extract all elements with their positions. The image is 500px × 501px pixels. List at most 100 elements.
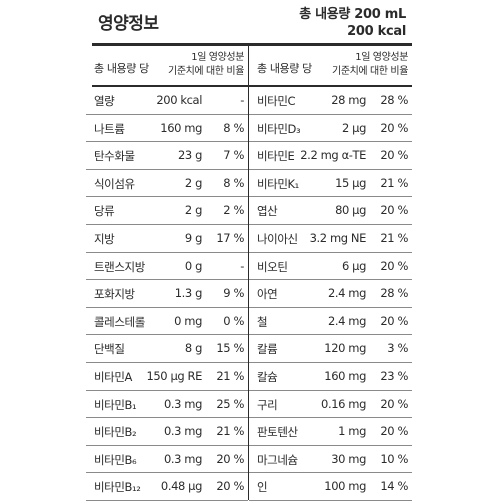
nutrient-amount: 1.3 g: [174, 286, 203, 301]
nutrient-daily-value: 20 %: [380, 424, 408, 439]
nutrient-row: 엽산 80 μg 20 %: [249, 197, 412, 225]
nutrient-daily-value: 8 %: [223, 175, 244, 190]
total-volume: 총 내용량 200 mL: [299, 7, 406, 22]
nutrient-amount: 0.3 mg: [163, 396, 202, 411]
nutrient-daily-value: 15 %: [216, 341, 244, 356]
nutrient-daily-value: 20 %: [380, 396, 408, 411]
header-rule: [92, 85, 412, 87]
nutrient-row: 비타민B₂ 0.3 mg 21 %: [86, 418, 248, 446]
nutrient-name: 엽산: [257, 204, 278, 219]
nutrient-row: 철 2.4 mg 20 %: [249, 308, 412, 336]
nutrient-amount: 1 mg: [338, 424, 366, 439]
nutrient-amount: 2 μg: [342, 120, 366, 135]
left-column-header: 총 내용량 당 1일 영양성분 기준치에 대한 비율: [86, 46, 248, 86]
nutrient-daily-value: 20 %: [380, 148, 408, 163]
nutrient-daily-value: 17 %: [216, 230, 244, 245]
nutrient-name: 식이섬유: [94, 176, 135, 191]
nutrient-daily-value: -: [240, 93, 244, 107]
nutrient-name: 비오틴: [257, 259, 288, 274]
nutrient-row: 식이섬유 2 g 8 %: [86, 170, 248, 198]
nutrient-daily-value: 20 %: [380, 313, 408, 328]
nutrient-row: 칼륨 120 mg 3 %: [249, 335, 412, 363]
nutrient-name: 마그네슘: [257, 452, 298, 467]
nutrient-amount: 120 mg: [324, 341, 366, 356]
nutrient-name: 칼륨: [257, 342, 278, 357]
nutrient-row: 나트륨 160 mg 8 %: [86, 115, 248, 143]
nutrient-name: 비타민C: [257, 94, 296, 108]
right-header-dv: 1일 영양성분 기준치에 대한 비율: [332, 51, 408, 79]
nutrient-amount: 160 mg: [160, 120, 202, 135]
nutrient-amount: 3.2 mg NE: [309, 230, 367, 245]
nutrition-facts-panel: 영양정보 총 내용량 200 mL 200 kcal 총 내용량 당 1일 영양…: [86, 0, 412, 501]
nutrient-row: 아연 2.4 mg 28 %: [249, 280, 412, 308]
nutrient-amount: 0.48 μg: [160, 479, 202, 494]
nutrient-daily-value: 20 %: [380, 120, 408, 135]
nutrient-amount: 15 μg: [335, 175, 366, 190]
nutrient-name: 비타민B₁: [94, 397, 137, 412]
nutrient-daily-value: 9 %: [223, 286, 244, 301]
nutrient-name: 포화지방: [94, 287, 135, 302]
nutrient-daily-value: 7 %: [223, 148, 244, 163]
nutrient-amount: 0 g: [184, 258, 202, 273]
nutrient-amount: 30 mg: [331, 451, 366, 466]
total-content: 총 내용량 200 mL 200 kcal: [299, 6, 406, 40]
nutrient-row: 포화지방 1.3 g 9 %: [86, 280, 248, 308]
nutrient-amount: 2 g: [184, 203, 202, 218]
right-header-label: 총 내용량 당: [257, 62, 312, 75]
nutrient-amount: 23 g: [178, 148, 202, 163]
nutrient-daily-value: 23 %: [380, 368, 408, 383]
left-header-dv-line1: 1일 영양성분: [191, 52, 244, 63]
nutrient-daily-value: 14 %: [380, 479, 408, 494]
nutrient-row: 트랜스지방 0 g -: [86, 253, 248, 281]
nutrient-row: 당류 2 g 2 %: [86, 197, 248, 225]
left-header-dv: 1일 영양성분 기준치에 대한 비율: [168, 51, 244, 79]
nutrient-daily-value: -: [240, 258, 244, 273]
nutrient-row: 열량 200 kcal -: [86, 87, 248, 115]
nutrient-name: 비타민B₂: [94, 425, 137, 440]
nutrient-name: 콜레스테롤: [94, 314, 145, 329]
nutrient-name: 당류: [94, 204, 115, 219]
nutrient-row: 비타민E 2.2 mg α-TE 20 %: [249, 142, 412, 170]
nutrient-amount: 100 mg: [324, 479, 366, 494]
nutrient-row: 비타민D₃ 2 μg 20 %: [249, 115, 412, 143]
nutrient-amount: 8 g: [184, 341, 202, 356]
nutrient-name: 구리: [257, 397, 278, 412]
nutrient-row: 비타민K₁ 15 μg 21 %: [249, 170, 412, 198]
nutrient-row: 비오틴 6 μg 20 %: [249, 253, 412, 281]
nutrient-row: 탄수화물 23 g 7 %: [86, 142, 248, 170]
right-header-dv-line2: 기준치에 대한 비율: [332, 66, 408, 77]
nutrient-daily-value: 20 %: [216, 479, 244, 494]
right-column-header: 총 내용량 당 1일 영양성분 기준치에 대한 비율: [249, 46, 412, 86]
nutrient-name: 판토텐산: [257, 425, 298, 440]
nutrient-daily-value: 21 %: [380, 175, 408, 190]
nutrient-name: 탄수화물: [94, 149, 135, 164]
nutrient-daily-value: 10 %: [380, 451, 408, 466]
nutrient-daily-value: 3 %: [387, 341, 408, 356]
right-nutrient-list: 비타민C 28 mg 28 % 비타민D₃ 2 μg 20 % 비타민E 2.2 mg α-T…: [249, 87, 412, 501]
nutrient-amount: 2.4 mg: [327, 286, 366, 301]
nutrient-row: 비타민A 150 μg RE 21 %: [86, 363, 248, 391]
nutrient-daily-value: 2 %: [223, 203, 244, 218]
nutrient-row: 마그네슘 30 mg 10 %: [249, 446, 412, 474]
nutrient-daily-value: 20 %: [216, 451, 244, 466]
nutrient-name: 비타민B₆: [94, 452, 137, 467]
nutrient-amount: 2.2 mg α-TE: [300, 148, 366, 163]
nutrient-row: 비타민B₁₂ 0.48 μg 20 %: [86, 473, 248, 501]
nutrient-daily-value: 28 %: [380, 286, 408, 301]
nutrient-amount: 0 mg: [174, 313, 202, 328]
left-header-label: 총 내용량 당: [94, 62, 149, 75]
nutrient-row: 나이아신 3.2 mg NE 21 %: [249, 225, 412, 253]
nutrient-name: 나이아신: [257, 231, 298, 246]
top-rule: [92, 43, 412, 46]
nutrient-row: 칼슘 160 mg 23 %: [249, 363, 412, 391]
nutrient-row: 비타민B₁ 0.3 mg 25 %: [86, 391, 248, 419]
nutrient-row: 구리 0.16 mg 20 %: [249, 391, 412, 419]
nutrient-row: 비타민C 28 mg 28 %: [249, 87, 412, 115]
column-divider: [248, 45, 249, 500]
nutrient-daily-value: 21 %: [380, 230, 408, 245]
left-nutrient-list: 열량 200 kcal - 나트륨 160 mg 8 % 탄수화물 23 g 7 % 식이섬유 2 …: [86, 87, 248, 501]
nutrient-row: 콜레스테롤 0 mg 0 %: [86, 308, 248, 336]
nutrient-daily-value: 28 %: [380, 93, 408, 107]
nutrient-row: 인 100 mg 14 %: [249, 473, 412, 501]
right-header-dv-line1: 1일 영양성분: [355, 52, 408, 63]
